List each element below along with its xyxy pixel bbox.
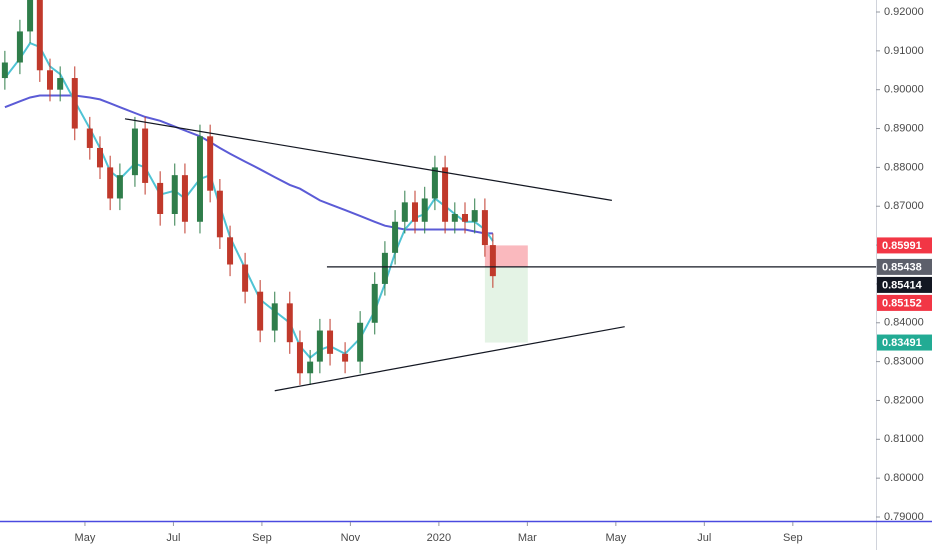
candle-body	[461, 214, 468, 222]
candle-body	[451, 214, 458, 222]
x-tick-label: May	[75, 532, 96, 544]
candle-body	[271, 303, 278, 331]
candle-body	[107, 167, 114, 199]
candle-body	[411, 202, 418, 222]
candle-body	[171, 175, 178, 214]
y-tick-label: 0.83000	[884, 356, 924, 368]
candle-body	[421, 198, 428, 222]
y-tick-label: 0.82000	[884, 394, 924, 406]
moving-average	[4, 94, 493, 235]
price-badge-label: 0.85152	[882, 297, 922, 309]
x-tick-label: Jul	[697, 532, 711, 544]
candle-body	[307, 361, 314, 374]
candle-body	[27, 0, 34, 32]
x-tick-label: Sep	[252, 532, 272, 544]
candle-body	[371, 283, 378, 323]
target-zone	[484, 266, 528, 343]
price-badge	[877, 334, 932, 351]
candle-body	[431, 167, 438, 199]
candle-body	[86, 128, 93, 148]
candle-body	[1, 62, 8, 79]
candle-body	[227, 237, 234, 265]
candle-body	[96, 147, 103, 168]
candle-body	[392, 221, 399, 253]
price-badge-label: 0.85991	[882, 240, 922, 252]
y-tick-label: 0.81000	[884, 433, 924, 445]
price-badge	[877, 276, 932, 293]
candle-body	[157, 182, 164, 214]
y-tick-label: 0.87000	[884, 200, 924, 212]
candle-body	[36, 0, 43, 71]
y-tick-label: 0.92000	[884, 6, 924, 18]
candle-body	[257, 291, 264, 331]
x-tick-label: Sep	[783, 532, 803, 544]
y-tick-label: 0.84000	[884, 317, 924, 329]
candle-body	[216, 190, 223, 238]
candle-body	[327, 330, 334, 354]
candle-body	[207, 136, 214, 191]
price-badge-label: 0.85438	[882, 261, 922, 273]
candle-body	[286, 303, 293, 343]
candle-body	[471, 210, 478, 222]
plot-area	[1, 0, 876, 392]
candle-body	[381, 252, 388, 284]
candle-body	[131, 128, 138, 176]
y-tick-label: 0.80000	[884, 472, 924, 484]
candle-body	[16, 31, 23, 63]
price-badge-label: 0.83491	[882, 337, 922, 349]
candle-body	[296, 342, 303, 374]
x-tick-label: Jul	[166, 532, 180, 544]
candle-body	[357, 322, 364, 362]
candle-body	[342, 353, 349, 362]
candle-body	[116, 175, 123, 199]
x-tick-label: Mar	[518, 532, 537, 544]
y-tick-label: 0.91000	[884, 45, 924, 57]
candle-body	[489, 245, 496, 277]
y-tick-label: 0.79000	[884, 511, 924, 523]
moving-average	[4, 41, 494, 360]
candle-body	[196, 136, 203, 222]
candle-body	[442, 167, 449, 222]
price-badge	[877, 258, 932, 275]
x-tick-label: May	[605, 532, 626, 544]
candle-body	[401, 202, 408, 222]
candle-body	[57, 78, 64, 90]
x-tick-label: 2020	[427, 532, 451, 544]
x-tick-label: Nov	[341, 532, 361, 544]
price-badge	[877, 294, 932, 311]
trend-line	[274, 326, 625, 392]
y-tick-label: 0.90000	[884, 84, 924, 96]
candle-body	[46, 70, 53, 90]
candle-body	[481, 210, 488, 246]
candle-body	[142, 128, 149, 183]
price-badge-label: 0.85414	[882, 279, 923, 291]
y-tick-label: 0.88000	[884, 161, 924, 173]
y-tick-label: 0.89000	[884, 122, 924, 134]
candle-body	[316, 330, 323, 362]
trend-line	[124, 118, 612, 201]
candle-body	[181, 175, 188, 222]
price-badge	[877, 237, 932, 254]
candle-body	[71, 78, 78, 129]
candle-body	[242, 264, 249, 292]
